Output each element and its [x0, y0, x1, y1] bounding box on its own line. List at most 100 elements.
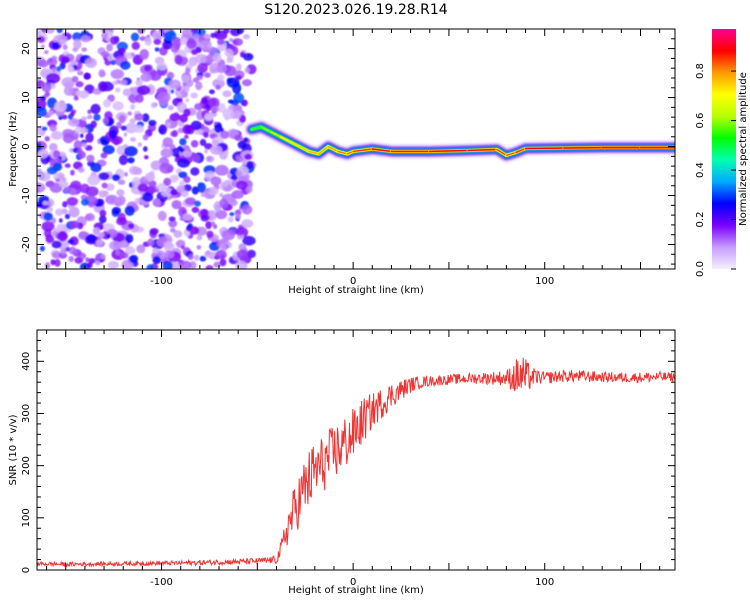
- noise-blob: [56, 29, 63, 34]
- noise-blob: [210, 145, 223, 156]
- noise-blob: [238, 243, 247, 251]
- noise-blob: [81, 143, 88, 148]
- noise-blob: [73, 140, 82, 151]
- noise-blob: [118, 154, 128, 166]
- noise-blob: [227, 216, 234, 223]
- noise-blob: [56, 223, 63, 231]
- snr-y-axis-label: SNR (10 * v/v): [8, 414, 19, 485]
- ridge-core: [289, 140, 301, 148]
- noise-blob: [40, 95, 47, 102]
- noise-blob: [64, 81, 74, 89]
- chart-title: S120.2023.026.19.28.R14: [264, 2, 448, 18]
- noise-blob: [70, 180, 82, 190]
- noise-blob: [86, 154, 95, 163]
- noise-blob: [190, 92, 198, 99]
- noise-blob: [107, 260, 119, 269]
- noise-blob: [143, 64, 151, 72]
- noise-blob: [194, 103, 204, 111]
- noise-blob: [246, 249, 256, 259]
- noise-blob: [102, 144, 115, 155]
- noise-blob: [209, 89, 215, 95]
- noise-blob: [62, 44, 68, 51]
- noise-blob: [110, 69, 125, 80]
- noise-blob: [75, 81, 84, 88]
- noise-blob: [182, 124, 192, 135]
- noise-blob: [80, 198, 90, 206]
- noise-blob: [177, 158, 190, 168]
- noise-blob: [72, 47, 79, 52]
- noise-blob: [137, 142, 142, 147]
- noise-blob: [219, 198, 228, 209]
- noise-blob: [179, 138, 187, 146]
- noise-blob: [168, 216, 176, 222]
- noise-blob: [196, 74, 204, 81]
- noise-blob: [241, 99, 248, 107]
- colorbar: 0.0 0.2 0.4 0.6 0.8 Normalized spectral ampl…: [695, 29, 749, 277]
- noise-blob: [66, 197, 79, 206]
- noise-blob: [206, 215, 210, 220]
- noise-blob: [68, 246, 77, 255]
- noise-blob: [134, 113, 144, 121]
- noise-blob: [184, 197, 197, 206]
- noise-blob: [43, 212, 53, 221]
- x-tick-label: -100: [150, 577, 173, 588]
- x-tick-label: -100: [150, 276, 173, 287]
- noise-blob: [50, 259, 56, 266]
- noise-blob: [136, 85, 151, 96]
- y-tick-label: 300: [21, 404, 32, 423]
- noise-blob: [185, 98, 190, 103]
- noise-blob: [139, 36, 146, 41]
- noise-blob: [169, 228, 176, 233]
- y-tick-label: 400: [21, 352, 32, 371]
- noise-blob: [219, 244, 228, 252]
- noise-blob: [46, 207, 54, 213]
- noise-blob: [137, 29, 146, 35]
- noise-blob: [51, 67, 56, 73]
- noise-blob: [116, 189, 125, 196]
- noise-blob: [81, 47, 88, 52]
- noise-blob: [37, 36, 46, 43]
- noise-blob: [90, 120, 97, 129]
- noise-blob: [199, 255, 207, 262]
- noise-blob: [108, 129, 118, 140]
- noise-blob: [119, 79, 128, 86]
- noise-blob: [84, 57, 97, 68]
- noise-blob: [241, 79, 252, 87]
- ridge-core: [279, 136, 291, 143]
- noise-blob: [226, 57, 234, 64]
- noise-blob: [222, 108, 235, 120]
- noise-blob: [200, 191, 207, 198]
- noise-blob: [206, 54, 215, 64]
- noise-blob: [197, 182, 202, 187]
- noise-blob: [168, 79, 182, 90]
- noise-blob: [236, 229, 244, 236]
- spectrogram-noise-region: [37, 29, 257, 269]
- noise-blob: [63, 85, 74, 96]
- noise-blob: [169, 113, 181, 122]
- noise-blob: [108, 240, 122, 251]
- noise-blob: [179, 260, 192, 269]
- noise-blob: [243, 137, 249, 143]
- noise-blob: [236, 155, 243, 160]
- snr-x-axis-label: Height of straight line (km): [288, 585, 424, 596]
- noise-blob: [245, 186, 253, 194]
- noise-blob: [95, 254, 102, 260]
- noise-blob: [181, 74, 190, 84]
- noise-blob: [141, 113, 150, 122]
- noise-blob: [204, 148, 209, 154]
- x-tick-label: 100: [535, 577, 554, 588]
- noise-blob: [131, 41, 140, 50]
- y-tick-label: -10: [21, 187, 32, 203]
- noise-blob: [173, 230, 183, 238]
- noise-blob: [242, 254, 250, 263]
- noise-blob: [46, 166, 58, 175]
- noise-blob: [97, 232, 105, 238]
- noise-blob: [164, 30, 177, 41]
- noise-blob: [120, 61, 131, 70]
- noise-blob: [100, 254, 106, 260]
- noise-blob: [51, 240, 62, 249]
- noise-blob: [61, 56, 70, 64]
- noise-blob: [183, 108, 191, 117]
- noise-blob: [95, 260, 101, 266]
